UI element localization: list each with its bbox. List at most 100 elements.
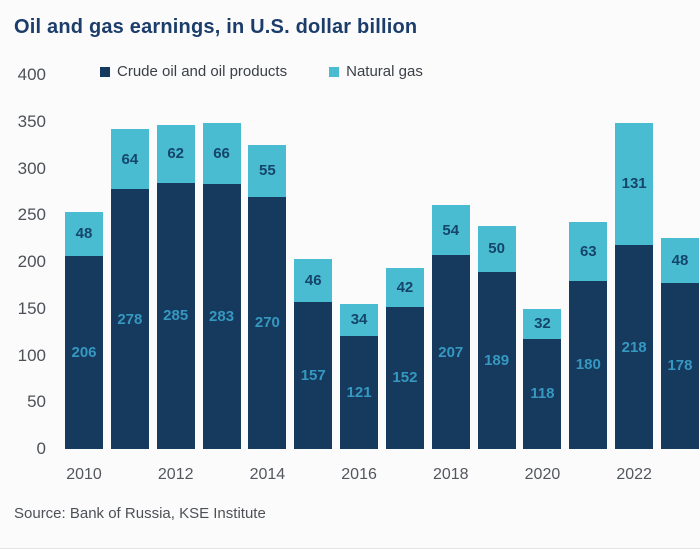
legend-label-crude: Crude oil and oil products — [117, 63, 288, 80]
x-tick-label — [294, 466, 332, 484]
crude-value-label: 283 — [209, 308, 235, 326]
legend: Crude oil and oil products Natural gas — [100, 63, 423, 80]
crude-value-label: 152 — [392, 369, 418, 387]
x-tick-label: 2010 — [66, 466, 102, 483]
x-tick-label — [478, 466, 516, 484]
x-tick-label: 2016 — [341, 466, 377, 483]
gas-segment: 42 — [385, 267, 424, 307]
gas-value-label: 50 — [488, 240, 505, 258]
crude-segment: 285 — [156, 182, 195, 449]
x-tick-label: 2018 — [432, 466, 469, 483]
y-tick-label: 150 — [17, 298, 46, 318]
gas-value-label: 131 — [621, 175, 647, 193]
y-tick-label: 300 — [17, 158, 46, 178]
gas-value-label: 48 — [671, 251, 689, 269]
crude-value-label: 285 — [163, 307, 189, 325]
x-axis: 2010 2012 2014 2016 2018 2020 2022 — [65, 466, 699, 484]
bottom-strip — [0, 549, 700, 555]
crude-value-label: 121 — [346, 383, 372, 401]
crude-value-label: 180 — [575, 356, 601, 374]
legend-item-gas: Natural gas — [329, 63, 423, 80]
chart-title: Oil and gas earnings, in U.S. dollar bil… — [14, 16, 418, 38]
gas-segment: 66 — [202, 122, 241, 185]
x-tick-label — [661, 466, 699, 484]
x-tick-label — [111, 466, 149, 484]
bar-group-2023: 48 178 — [660, 237, 699, 449]
crude-value-label: 206 — [71, 344, 97, 362]
legend-item-crude: Crude oil and oil products — [100, 63, 287, 80]
x-tick-label — [569, 466, 607, 484]
crude-segment: 118 — [523, 338, 562, 449]
crude-segment: 206 — [65, 256, 103, 449]
y-tick-label: 400 — [17, 65, 46, 84]
y-tick-label: 250 — [17, 205, 46, 225]
gas-value-label: 42 — [396, 278, 414, 296]
crude-segment: 207 — [431, 255, 470, 449]
crude-value-label: 178 — [667, 357, 693, 375]
gas-value-label: 62 — [167, 145, 185, 163]
crude-value-label: 118 — [530, 385, 555, 403]
bar-group-2016: 34 121 — [340, 304, 379, 449]
crude-segment: 270 — [248, 196, 287, 449]
bar-group-2013: 66 283 — [202, 122, 241, 449]
crude-value-label: 157 — [300, 367, 326, 385]
x-tick-label: 2014 — [249, 466, 286, 483]
gas-segment: 62 — [156, 124, 195, 183]
crude-segment: 278 — [110, 189, 149, 449]
gas-value-label: 64 — [121, 150, 139, 168]
bar-group-2011: 64 278 — [110, 129, 149, 449]
bar-group-2019: 50 189 — [477, 225, 516, 449]
gas-segment: 63 — [569, 221, 608, 281]
gas-segment: 48 — [660, 237, 699, 283]
gas-segment: 131 — [615, 122, 654, 246]
crude-segment: 121 — [340, 335, 379, 449]
gas-segment: 50 — [477, 225, 516, 273]
crude-segment: 218 — [615, 245, 654, 449]
gas-value-label: 55 — [259, 162, 276, 180]
gas-value-label: 46 — [304, 272, 322, 290]
bar-group-2020: 32 118 — [523, 308, 562, 449]
gas-segment: 46 — [294, 259, 333, 303]
bar-group-2018: 54 207 — [431, 204, 470, 449]
crude-segment: 180 — [569, 280, 608, 449]
x-tick-label: 2012 — [157, 466, 194, 483]
y-tick-label: 200 — [17, 252, 46, 271]
crude-value-label: 218 — [621, 338, 647, 356]
crude-value-label: 278 — [117, 310, 143, 328]
gas-value-label: 63 — [579, 242, 597, 260]
x-tick-label: 2020 — [524, 466, 561, 483]
crude-segment: 157 — [294, 302, 333, 449]
bar-group-2014: 55 270 — [248, 145, 287, 449]
bottom-divider — [0, 548, 700, 549]
gas-swatch-icon — [329, 66, 340, 77]
gas-segment: 48 — [65, 211, 103, 257]
gas-segment: 34 — [340, 304, 379, 336]
gas-segment: 55 — [248, 145, 287, 197]
gas-value-label: 66 — [213, 145, 230, 163]
crude-segment: 152 — [385, 306, 424, 449]
crude-value-label: 207 — [438, 343, 464, 361]
y-tick-label: 350 — [17, 111, 46, 131]
gas-value-label: 54 — [442, 221, 460, 239]
crude-segment: 283 — [202, 184, 241, 449]
crude-segment: 178 — [660, 282, 699, 449]
gas-value-label: 32 — [534, 315, 551, 333]
source-note: Source: Bank of Russia, KSE Institute — [14, 505, 266, 522]
x-tick-label: 2022 — [616, 466, 652, 483]
bars-container: 48 206 64 278 62 285 66 283 55 270 46 157 34 121 42 152… — [65, 75, 699, 449]
gas-segment: 32 — [523, 308, 562, 339]
gas-value-label: 34 — [350, 311, 368, 329]
bar-group-2017: 42 152 — [385, 267, 424, 449]
legend-label-gas: Natural gas — [346, 63, 423, 80]
x-tick-label — [203, 466, 241, 484]
crude-value-label: 189 — [484, 352, 510, 370]
x-tick-label — [386, 466, 424, 484]
bar-group-2012: 62 285 — [156, 124, 195, 449]
crude-value-label: 270 — [254, 314, 280, 332]
gas-segment: 64 — [110, 129, 149, 190]
crude-swatch-icon — [100, 66, 110, 77]
y-tick-label: 100 — [17, 345, 46, 365]
bar-group-2015: 46 157 — [294, 259, 333, 449]
